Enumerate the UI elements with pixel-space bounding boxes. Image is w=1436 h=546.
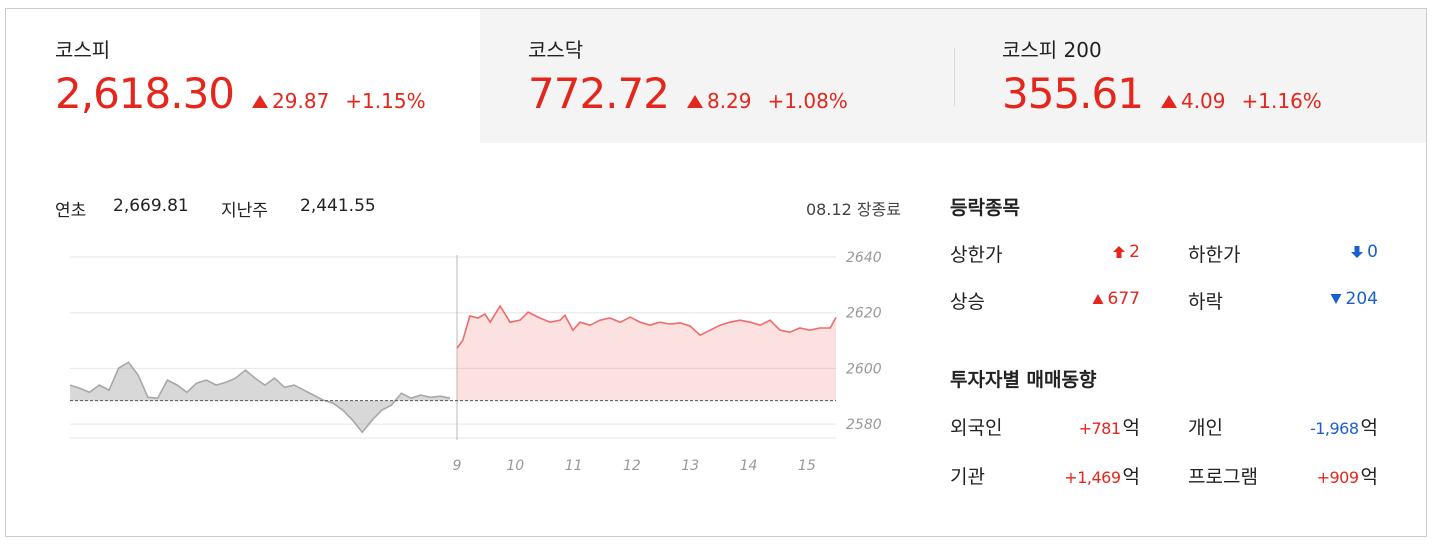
index-value: 772.72 bbox=[528, 69, 670, 118]
x-tick-label: 15 bbox=[798, 458, 816, 474]
up-icon bbox=[1160, 95, 1177, 108]
y-tick-label: 2620 bbox=[846, 306, 882, 322]
investor-number: +909 bbox=[1316, 468, 1359, 487]
area-fill bbox=[457, 306, 836, 401]
index-name: 코스닥 bbox=[528, 38, 584, 62]
y-tick-label: 2640 bbox=[846, 250, 882, 266]
y-tick-label: 2580 bbox=[846, 417, 882, 433]
index-tab: 코스피 200 355.61 4.09 +1.16% bbox=[1002, 34, 1322, 118]
index-row: 2,618.30 29.87 +1.15% bbox=[55, 69, 426, 118]
stat-number: 2 bbox=[1129, 242, 1140, 262]
stat-label: 상승 bbox=[950, 291, 985, 313]
up-icon bbox=[686, 95, 703, 108]
stat-label: 하한가 bbox=[1188, 244, 1241, 266]
stat-label: 상한가 bbox=[950, 244, 1003, 266]
stat-label: 하락 bbox=[1188, 291, 1223, 313]
unit: 억 bbox=[1122, 417, 1140, 439]
x-tick-label: 12 bbox=[623, 458, 641, 474]
series-line bbox=[456, 304, 837, 349]
index-change: 8.29 bbox=[686, 89, 752, 113]
ytd-label: 연초 bbox=[55, 201, 87, 221]
stat-number: 0 bbox=[1367, 242, 1378, 262]
divider bbox=[954, 48, 955, 106]
investor-number: -1,968 bbox=[1309, 419, 1359, 438]
section-title: 등락종목 bbox=[950, 197, 1020, 219]
status: 08.12 장종료 bbox=[805, 200, 901, 219]
icon-shape bbox=[1092, 294, 1104, 304]
change-value: 4.09 bbox=[1180, 89, 1226, 113]
investor-label: 프로그램 bbox=[1188, 466, 1258, 488]
index-rate: +1.16% bbox=[1241, 89, 1322, 113]
ytd-value: 2,669.81 bbox=[113, 196, 189, 216]
investor-value: +781 억 bbox=[990, 413, 1140, 440]
up-icon bbox=[252, 95, 269, 108]
index-row: 772.72 8.29 +1.08% bbox=[528, 69, 848, 118]
series-line bbox=[69, 361, 451, 434]
x-tick-label: 14 bbox=[740, 458, 758, 474]
direction-icon bbox=[1330, 294, 1342, 304]
index-name: 코스피 200 bbox=[1002, 38, 1102, 62]
index-change: 29.87 bbox=[252, 89, 329, 113]
investor-number: +1,469 bbox=[1064, 468, 1121, 487]
x-tick-label: 9 bbox=[453, 458, 462, 474]
unit: 억 bbox=[1122, 466, 1140, 488]
week-value: 2,441.55 bbox=[300, 196, 376, 216]
direction-icon bbox=[1092, 294, 1104, 304]
index-rate: +1.08% bbox=[767, 89, 848, 113]
direction-icon bbox=[1351, 246, 1364, 258]
index-tab: 코스피 2,618.30 29.87 +1.15% bbox=[55, 34, 426, 118]
x-tick-label: 13 bbox=[681, 458, 699, 474]
icon-shape bbox=[1351, 246, 1364, 258]
investor-value: -1,968 억 bbox=[1228, 413, 1378, 440]
x-tick-label: 11 bbox=[565, 458, 583, 474]
icon-shape bbox=[1330, 294, 1342, 304]
investor-value: +1,469 억 bbox=[990, 462, 1140, 489]
investor-value: +909 억 bbox=[1228, 462, 1378, 489]
panel bbox=[5, 8, 1427, 537]
stat-value: 204 bbox=[1228, 289, 1378, 309]
index-row: 355.61 4.09 +1.16% bbox=[1002, 69, 1322, 118]
unit: 억 bbox=[1360, 466, 1378, 488]
index-rate: +1.15% bbox=[345, 89, 426, 113]
index-tab: 코스닥 772.72 8.29 +1.08% bbox=[528, 34, 848, 118]
week-label: 지난주 bbox=[221, 201, 268, 221]
stat-value: 677 bbox=[990, 289, 1140, 309]
area-fill bbox=[70, 362, 450, 433]
change-value: 8.29 bbox=[706, 89, 752, 113]
section-title: 투자자별 매매동향 bbox=[950, 369, 1097, 391]
index-value: 355.61 bbox=[1002, 69, 1144, 118]
x-tick-label: 10 bbox=[506, 458, 524, 474]
stat-value: 0 bbox=[1228, 242, 1378, 262]
index-value: 2,618.30 bbox=[55, 69, 235, 118]
stat-value: 2 bbox=[990, 242, 1140, 262]
stat-number: 204 bbox=[1345, 289, 1378, 309]
investor-label: 기관 bbox=[950, 466, 985, 488]
icon-shape bbox=[1113, 246, 1126, 258]
direction-icon bbox=[1113, 246, 1126, 258]
investor-label: 외국인 bbox=[950, 417, 1003, 439]
y-tick-label: 2600 bbox=[846, 361, 882, 377]
change-value: 29.87 bbox=[272, 89, 330, 113]
investor-label: 개인 bbox=[1188, 417, 1223, 439]
unit: 억 bbox=[1360, 417, 1378, 439]
index-name: 코스피 bbox=[55, 38, 111, 62]
stat-number: 677 bbox=[1107, 289, 1140, 309]
tab-background bbox=[480, 9, 1426, 143]
index-change: 4.09 bbox=[1160, 89, 1226, 113]
investor-number: +781 bbox=[1078, 419, 1121, 438]
